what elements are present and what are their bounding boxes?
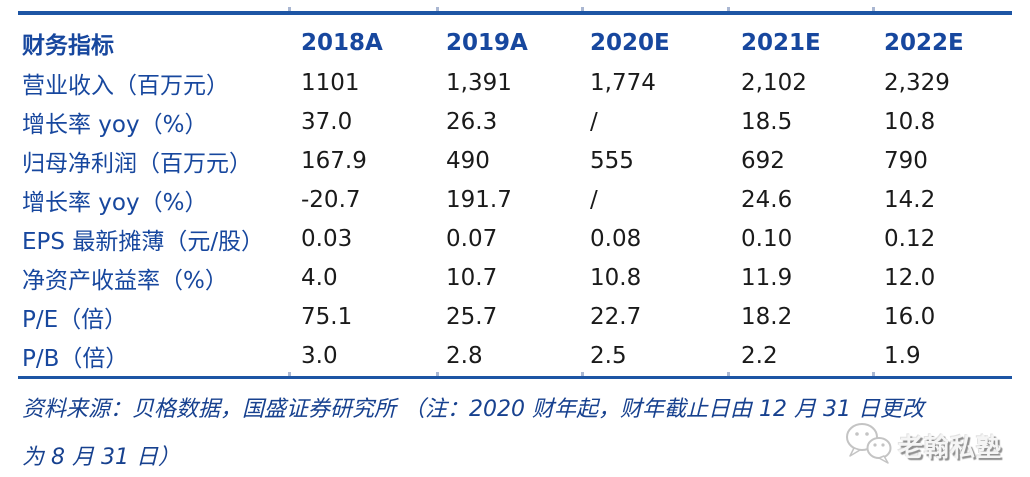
cell-value: 167.9 — [301, 147, 367, 174]
cell-value: 191.7 — [446, 186, 512, 213]
cell-value: 1101 — [301, 69, 360, 96]
year-column-header: 2018A — [301, 30, 383, 56]
bottom-rule — [18, 376, 1012, 379]
cell-value: 0.03 — [301, 225, 353, 252]
cell-value: 1,391 — [446, 69, 512, 96]
cell-value: 18.2 — [741, 303, 793, 330]
row-label: 营业收入（百万元） — [22, 72, 229, 99]
table-row: 增长率 yoy（%） 37.0 26.3 / 18.5 10.8 — [22, 102, 1012, 141]
cell-value: 16.0 — [884, 303, 936, 330]
row-label: EPS 最新摊薄（元/股） — [22, 228, 265, 255]
cell-value: 12.0 — [884, 264, 936, 291]
year-column-header: 2022E — [884, 30, 964, 56]
column-tick — [288, 372, 291, 376]
cell-value: 2.5 — [590, 342, 627, 369]
cell-value: -20.7 — [301, 186, 361, 213]
top-rule — [18, 11, 1012, 15]
column-tick — [727, 7, 730, 11]
year-column-header: 2020E — [590, 30, 670, 56]
cell-value: 10.8 — [590, 264, 642, 291]
cell-value: 10.8 — [884, 108, 936, 135]
table-row: 归母净利润（百万元） 167.9 490 555 692 790 — [22, 141, 1012, 180]
source-note: 资料来源：贝格数据，国盛证券研究所 （注：2020 财年起，财年截止日由 12 … — [22, 386, 1012, 477]
row-label: 增长率 yoy（%） — [22, 111, 208, 138]
row-label: 增长率 yoy（%） — [22, 189, 208, 216]
cell-value: 11.9 — [741, 264, 793, 291]
table-row: 增长率 yoy（%） -20.7 191.7 / 24.6 14.2 — [22, 180, 1012, 219]
cell-value: 2.8 — [446, 342, 483, 369]
cell-value: 24.6 — [741, 186, 793, 213]
cell-value: 3.0 — [301, 342, 338, 369]
cell-value: 2,102 — [741, 69, 807, 96]
cell-value: 18.5 — [741, 108, 793, 135]
cell-value: 692 — [741, 147, 785, 174]
column-tick — [872, 372, 875, 376]
cell-value: 0.08 — [590, 225, 642, 252]
row-label: P/E（倍） — [22, 306, 128, 333]
cell-value: 22.7 — [590, 303, 642, 330]
metric-column-header: 财务指标 — [22, 33, 114, 59]
row-label: P/B（倍） — [22, 345, 129, 372]
cell-value: 37.0 — [301, 108, 353, 135]
cell-value: 790 — [884, 147, 928, 174]
cell-value: 1.9 — [884, 342, 921, 369]
source-note-line1: 资料来源：贝格数据，国盛证券研究所 （注：2020 财年起，财年截止日由 12 … — [22, 397, 924, 422]
cell-value: 2.2 — [741, 342, 778, 369]
cell-value: 0.12 — [884, 225, 936, 252]
cell-value: / — [590, 186, 598, 213]
row-label: 归母净利润（百万元） — [22, 150, 252, 177]
table-row: 净资产收益率（%） 4.0 10.7 10.8 11.9 12.0 — [22, 258, 1012, 297]
table-row: P/B（倍） 3.0 2.8 2.5 2.2 1.9 — [22, 336, 1012, 375]
cell-value: 0.10 — [741, 225, 793, 252]
cell-value: 2,329 — [884, 69, 950, 96]
year-column-header: 2021E — [741, 30, 821, 56]
cell-value: 4.0 — [301, 264, 338, 291]
table-body: 营业收入（百万元） 1101 1,391 1,774 2,102 2,329 增长率 yoy… — [22, 63, 1012, 375]
year-column-header: 2019A — [446, 30, 528, 56]
wechat-icon — [843, 420, 893, 471]
cell-value: 0.07 — [446, 225, 498, 252]
watermark-text: 老翰私塾 — [898, 432, 1003, 462]
table-header-row: 财务指标 2018A 2019A 2020E 2021E 2022E — [22, 23, 1012, 63]
table-row: P/E（倍） 75.1 25.7 22.7 18.2 16.0 — [22, 297, 1012, 336]
table-row: EPS 最新摊薄（元/股） 0.03 0.07 0.08 0.10 0.12 — [22, 219, 1012, 258]
column-tick — [872, 7, 875, 11]
column-tick — [288, 7, 291, 11]
watermark: 老翰私塾 — [843, 420, 1002, 471]
table-row: 营业收入（百万元） 1101 1,391 1,774 2,102 2,329 — [22, 63, 1012, 102]
column-tick — [436, 7, 439, 11]
column-tick — [727, 372, 730, 376]
column-tick — [581, 372, 584, 376]
row-label: 净资产收益率（%） — [22, 267, 228, 294]
cell-value: 25.7 — [446, 303, 498, 330]
cell-value: 10.7 — [446, 264, 498, 291]
column-tick — [436, 372, 439, 376]
cell-value: 1,774 — [590, 69, 656, 96]
cell-value: / — [590, 108, 598, 135]
cell-value: 75.1 — [301, 303, 353, 330]
financial-table: 财务指标 2018A 2019A 2020E 2021E 2022E 营业收入（百万元）… — [22, 23, 1012, 375]
cell-value: 26.3 — [446, 108, 498, 135]
cell-value: 14.2 — [884, 186, 936, 213]
cell-value: 555 — [590, 147, 634, 174]
cell-value: 490 — [446, 147, 490, 174]
column-tick — [581, 7, 584, 11]
source-note-line2: 为 8 月 31 日） — [22, 445, 180, 470]
